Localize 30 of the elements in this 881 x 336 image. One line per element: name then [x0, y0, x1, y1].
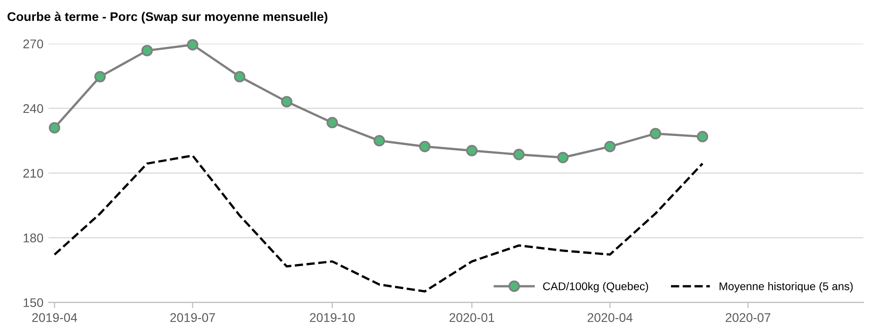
x-tick-label: 2019-10 — [310, 313, 355, 322]
y-tick-label: 210 — [23, 168, 44, 178]
legend-label: Moyenne historique (5 ans) — [720, 282, 853, 292]
point — [141, 44, 153, 56]
x-tick-label: 2020-07 — [726, 313, 770, 322]
y-tick-label: 180 — [24, 234, 44, 242]
x-tick-label: 2019-04 — [32, 313, 78, 322]
point — [234, 70, 246, 82]
y-tick-label: 240 — [23, 104, 44, 114]
x-tick-label: 2019-07 — [170, 313, 215, 322]
point — [650, 128, 662, 140]
y-tick-label: 150 — [24, 298, 44, 308]
point — [186, 39, 198, 50]
point — [94, 70, 106, 82]
point — [326, 116, 338, 128]
point — [466, 144, 478, 156]
line-series — [53, 154, 704, 293]
point — [604, 140, 616, 152]
legend-label: CAD/100kg (Quebec) — [543, 282, 648, 292]
y-tick-label: 270 — [23, 39, 44, 48]
x-tick-label: 2020-04 — [588, 313, 633, 322]
x-tick-label: 2020-01 — [450, 313, 494, 322]
chart-title: Courbe à terme - Porc (Swap sur moyenne mensuelle) — [8, 12, 328, 24]
point — [513, 148, 525, 160]
point — [557, 152, 569, 164]
point — [48, 122, 60, 134]
point — [696, 130, 708, 142]
point — [281, 96, 292, 108]
point — [374, 135, 385, 146]
point — [419, 140, 431, 152]
